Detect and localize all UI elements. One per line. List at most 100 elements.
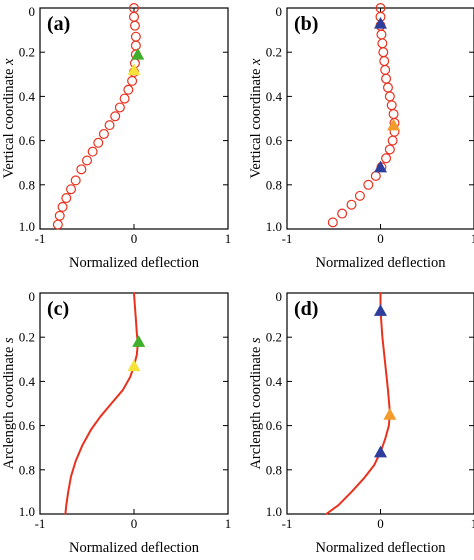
data-point	[388, 109, 399, 120]
data-point	[114, 102, 125, 113]
panel-label: (d)	[294, 298, 318, 320]
x-tick-label: 0	[377, 231, 384, 246]
data-point	[380, 64, 391, 75]
y-tick-label: 1.0	[19, 504, 35, 519]
data-point	[386, 100, 397, 111]
triangle-marker	[383, 408, 397, 420]
y-axis-label-text: Vertical coordinate	[248, 65, 264, 179]
y-tick-label: 0	[29, 289, 36, 304]
y-tick-label: 0	[29, 4, 36, 19]
y-tick-label: 0.2	[19, 45, 35, 60]
y-axis-label-variable: x	[1, 58, 17, 66]
data-point	[381, 153, 392, 164]
x-axis-label: Normalized deflection	[69, 255, 200, 271]
y-tick-label: 0.8	[266, 462, 282, 477]
data-point	[378, 47, 389, 58]
y-tick-label: 1.0	[19, 219, 35, 234]
data-point	[346, 199, 357, 210]
x-tick-label: 1	[471, 516, 474, 531]
data-point	[61, 193, 72, 204]
data-point	[54, 210, 65, 221]
data-point	[370, 170, 381, 181]
data-point	[376, 29, 387, 40]
panel-label: (b)	[294, 13, 318, 35]
data-point	[377, 38, 388, 49]
data-point	[387, 135, 398, 146]
y-tick-label: 0.6	[19, 133, 36, 148]
panel-a: -1 0 1 0 0.2 0.4 0.6 0.8 1.0 Normalized deflectio…	[1, 2, 232, 271]
data-point	[129, 11, 140, 22]
x-tick-label: 0	[131, 516, 138, 531]
data-point	[130, 31, 141, 42]
data-point	[130, 40, 141, 51]
y-tick-label: 0.8	[19, 462, 35, 477]
x-tick-label: 1	[471, 231, 474, 246]
panel-label: (c)	[47, 298, 69, 320]
x-tick-label: 0	[377, 516, 384, 531]
y-axis-label-variable: s	[248, 337, 264, 343]
data-point	[384, 144, 395, 155]
y-tick-label: 0.4	[266, 374, 283, 389]
data-point	[110, 111, 121, 122]
data-point	[87, 146, 98, 157]
data-point	[327, 217, 338, 228]
x-axis-label: Normalized deflection	[315, 540, 446, 556]
data-point	[76, 164, 87, 175]
y-tick-label: 1.0	[266, 219, 282, 234]
data-point	[52, 219, 63, 230]
data-point	[123, 84, 134, 95]
y-axis-label: Vertical coordinate x	[1, 58, 17, 179]
x-tick-label: -1	[282, 231, 293, 246]
y-axis-label-variable: s	[1, 337, 17, 343]
data-point	[381, 73, 392, 84]
y-tick-label: 0.2	[266, 330, 282, 345]
y-tick-label: 0	[276, 289, 283, 304]
triangle-marker	[374, 160, 387, 173]
data-point	[119, 93, 130, 104]
triangle-marker	[127, 63, 141, 76]
y-axis-label: Arclength coordinate s	[248, 337, 264, 469]
data-point	[354, 190, 365, 201]
y-axis-label-text: Vertical coordinate	[1, 65, 17, 179]
y-tick-label: 0	[276, 4, 283, 19]
data-point	[70, 175, 81, 186]
x-tick-label: 1	[225, 231, 232, 246]
triangle-marker	[374, 445, 387, 458]
y-tick-label: 0.2	[19, 330, 35, 345]
data-point	[66, 184, 77, 195]
data-point	[384, 91, 395, 102]
panel-b: -1 0 1 0 0.2 0.4 0.6 0.8 1.0 Normalized deflectio…	[248, 2, 474, 271]
x-axis-label: Normalized deflection	[69, 540, 200, 556]
y-axis-label: Vertical coordinate x	[248, 58, 264, 179]
y-tick-label: 0.4	[19, 89, 36, 104]
y-tick-label: 0.6	[266, 133, 283, 148]
data-point	[127, 75, 138, 86]
y-tick-label: 0.8	[266, 177, 282, 192]
y-tick-label: 0.4	[19, 374, 36, 389]
data-point	[337, 208, 348, 219]
y-tick-label: 1.0	[266, 504, 282, 519]
x-tick-label: -1	[282, 516, 293, 531]
data-point	[81, 155, 92, 166]
data-point	[104, 120, 115, 131]
y-axis-label-text: Arclength coordinate	[1, 343, 17, 469]
triangle-marker	[132, 335, 146, 347]
plot-frame	[286, 7, 474, 230]
x-tick-label: 1	[225, 516, 232, 531]
triangle-marker	[127, 359, 141, 372]
y-axis-label-text: Arclength coordinate	[248, 343, 264, 469]
data-point	[382, 82, 393, 93]
x-tick-label: -1	[35, 516, 46, 531]
data-point	[98, 128, 109, 139]
panel-label: (a)	[47, 13, 70, 35]
y-tick-label: 0.4	[266, 89, 283, 104]
y-tick-label: 0.2	[266, 45, 282, 60]
series-line	[325, 292, 391, 515]
y-tick-label: 0.6	[266, 418, 283, 433]
y-tick-label: 0.6	[19, 418, 36, 433]
x-axis-label: Normalized deflection	[315, 255, 446, 271]
plot-frame	[39, 292, 229, 515]
y-axis-label: Arclength coordinate s	[1, 337, 17, 469]
triangle-marker	[131, 47, 145, 60]
